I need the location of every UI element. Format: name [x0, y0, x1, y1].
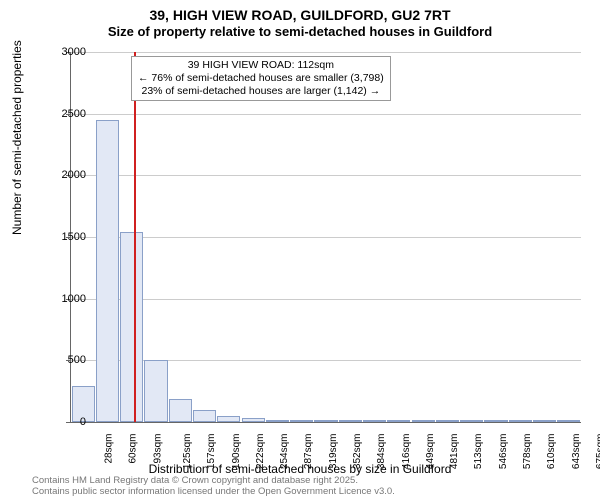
y-tick-label: 1500 [46, 231, 86, 243]
y-tick-label: 0 [46, 416, 86, 428]
histogram-bar [436, 420, 459, 422]
gridline [71, 114, 581, 115]
annotation-line-3: 23% of semi-detached houses are larger (… [138, 85, 384, 98]
y-tick-label: 3000 [46, 46, 86, 58]
histogram-bar [144, 360, 167, 422]
y-tick-label: 500 [46, 354, 86, 366]
x-tick-label: 60sqm [128, 434, 139, 464]
gridline [71, 299, 581, 300]
chart-title: 39, HIGH VIEW ROAD, GUILDFORD, GU2 7RT [0, 0, 600, 24]
histogram-bar [363, 420, 386, 422]
x-tick-label: 254sqm [279, 434, 290, 470]
annotation-line-2: ← 76% of semi-detached houses are smalle… [138, 72, 384, 85]
x-tick-label: 675sqm [595, 434, 600, 470]
histogram-bar [557, 420, 580, 422]
histogram-bar [460, 420, 483, 422]
gridline [71, 175, 581, 176]
histogram-bar [242, 418, 265, 422]
x-tick-label: 93sqm [152, 434, 163, 464]
chart-subtitle: Size of property relative to semi-detach… [0, 24, 600, 43]
y-tick-label: 2000 [46, 169, 86, 181]
x-tick-label: 190sqm [231, 434, 242, 470]
chart-plot-area: 39 HIGH VIEW ROAD: 112sqm ← 76% of semi-… [70, 52, 581, 423]
x-tick-label: 481sqm [449, 434, 460, 470]
histogram-bar [290, 420, 313, 422]
annotation-line-1: 39 HIGH VIEW ROAD: 112sqm [138, 59, 384, 72]
footer-line-2: Contains public sector information licen… [32, 487, 395, 498]
x-tick-label: 157sqm [206, 434, 217, 470]
y-tick-label: 2500 [46, 108, 86, 120]
histogram-bar [169, 399, 192, 422]
x-axis-label: Distribution of semi-detached houses by … [0, 462, 600, 476]
histogram-bar [339, 420, 362, 422]
histogram-bar [217, 416, 240, 422]
reference-annotation: 39 HIGH VIEW ROAD: 112sqm ← 76% of semi-… [131, 56, 391, 101]
histogram-bar [387, 420, 410, 422]
x-tick-label: 352sqm [352, 434, 363, 470]
x-tick-label: 449sqm [425, 434, 436, 470]
footer-attribution: Contains HM Land Registry data © Crown c… [32, 476, 395, 498]
x-tick-label: 643sqm [571, 434, 582, 470]
gridline [71, 237, 581, 238]
x-tick-label: 287sqm [304, 434, 315, 470]
histogram-bar [120, 232, 143, 422]
x-tick-label: 384sqm [376, 434, 387, 470]
y-tick-label: 1000 [46, 293, 86, 305]
histogram-bar [96, 120, 119, 422]
histogram-bar [412, 420, 435, 422]
histogram-bar [314, 420, 337, 422]
histogram-bar [266, 420, 289, 422]
histogram-bar [509, 420, 532, 422]
gridline [71, 52, 581, 53]
x-tick-label: 416sqm [401, 434, 412, 470]
x-tick-label: 319sqm [328, 434, 339, 470]
x-tick-label: 125sqm [182, 434, 193, 470]
histogram-bar [484, 420, 507, 422]
x-tick-label: 513sqm [474, 434, 485, 470]
y-axis-label: Number of semi-detached properties [10, 40, 24, 235]
x-tick-label: 546sqm [498, 434, 509, 470]
x-tick-label: 28sqm [104, 434, 115, 464]
x-tick-label: 578sqm [522, 434, 533, 470]
reference-line [134, 52, 136, 422]
histogram-bar [533, 420, 556, 422]
x-tick-label: 222sqm [255, 434, 266, 470]
histogram-bar [193, 410, 216, 422]
x-tick-label: 610sqm [546, 434, 557, 470]
chart-container: 39, HIGH VIEW ROAD, GUILDFORD, GU2 7RT S… [0, 0, 600, 500]
